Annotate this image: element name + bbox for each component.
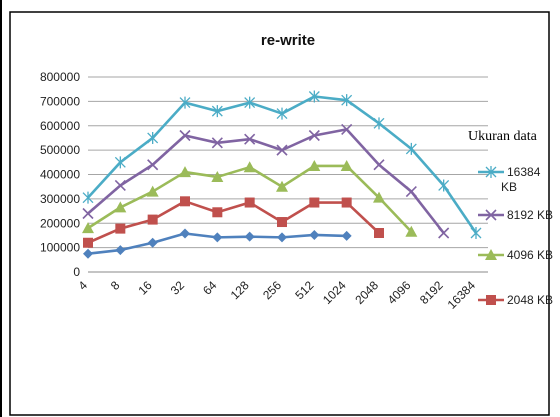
data-point [82,222,94,234]
data-point [212,232,223,243]
data-point [114,201,127,213]
data-point [308,90,320,103]
series-3 [83,196,384,248]
data-point [276,144,288,156]
y-tick-label: 700000 [40,94,80,108]
data-point [405,142,417,155]
y-tick-label: 500000 [40,143,80,157]
data-point [244,96,256,109]
data-point [405,185,417,198]
data-point [373,117,385,130]
data-point [179,96,191,109]
data-point [438,227,450,239]
legend-item: 4096 KB [478,248,553,262]
data-point [179,129,191,142]
legend-items: 16384 KB 8192 KB 4096 KB 2048 KB [478,165,553,307]
data-point [211,137,223,149]
left-edge-bar [0,0,2,417]
data-point [485,166,497,178]
data-point [211,105,223,118]
series-line [87,200,380,244]
data-point [82,191,94,204]
y-tick-labels: 0 100000 200000 300000 400000 500000 600000 700… [40,70,80,279]
data-point [470,227,482,239]
data-point [485,249,497,260]
data-point [308,129,320,142]
data-point [485,209,497,221]
data-point [244,133,256,145]
data-point [308,159,321,171]
legend-item: 8192 KB [478,208,553,222]
y-tick-label: 0 [73,265,80,279]
legend-label: 4096 KB [507,248,553,262]
data-point [211,170,224,182]
series-group [82,90,482,259]
y-tick-label: 200000 [40,216,80,230]
y-tick-label: 400000 [40,168,80,182]
legend-title: Ukuran data [468,129,538,144]
data-point [243,161,256,173]
legend: Ukuran data 16384 KB 8192 KB 4096 KB 2048 KB [468,129,553,307]
y-tick-label: 100000 [40,241,80,255]
series-1 [82,123,450,239]
data-point [180,228,190,239]
data-point [309,229,320,240]
series-4 [83,228,352,259]
data-point [341,94,353,107]
data-point [147,214,158,225]
data-point [147,131,159,144]
data-point [114,156,126,169]
data-point [340,159,353,171]
data-point [147,237,158,248]
data-point [147,159,159,171]
data-point [244,231,255,242]
y-tick-label: 300000 [40,192,80,206]
data-point [83,248,93,259]
legend-label: 16384 KB [501,165,541,194]
series-0 [82,90,482,239]
data-point [373,191,385,203]
data-point [309,197,320,208]
data-point [146,185,159,197]
chart-title: re-write [261,32,315,49]
data-point [341,197,352,208]
series-2 [82,159,418,237]
data-point [373,159,385,171]
y-tick-label: 600000 [40,119,80,133]
data-point [179,166,191,178]
data-point [374,228,384,238]
data-point [276,107,288,120]
data-point [244,197,255,208]
legend-label: 2048 KB [507,293,553,307]
data-point [180,196,190,207]
data-point [438,179,450,192]
data-point [212,207,223,218]
data-point [115,223,126,234]
data-point [82,207,94,220]
data-point [83,237,93,248]
data-point [114,179,126,192]
data-point [405,225,418,237]
data-point [486,295,496,305]
legend-label: 8192 KB [507,208,553,222]
data-point [277,232,287,243]
legend-item: 16384 KB [478,165,541,194]
data-point [277,217,287,228]
data-point [341,230,352,241]
data-point [276,180,288,192]
chart-border [9,11,550,416]
data-point [115,245,126,256]
y-tick-label: 800000 [40,70,80,84]
legend-item: 2048 KB [478,293,553,307]
data-point [341,123,353,135]
